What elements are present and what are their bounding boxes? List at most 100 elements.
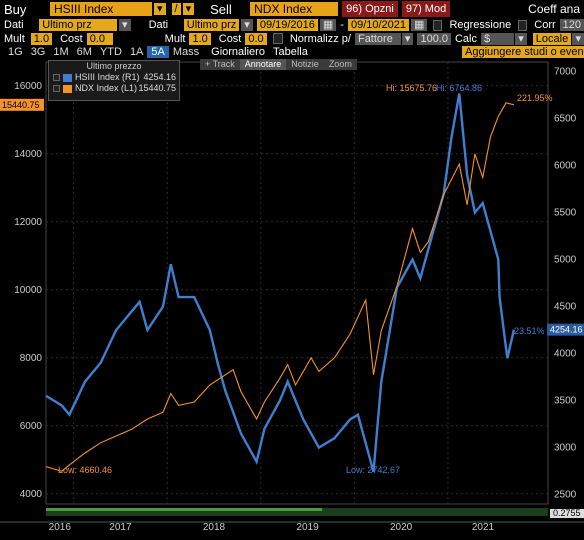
period-mass[interactable]: Mass [172, 45, 200, 58]
calc-label: Calc [454, 32, 477, 45]
divide-operator[interactable]: / [171, 3, 181, 15]
corr-checkbox[interactable] [518, 19, 528, 31]
legend-value-hsiii: 4254.16 [143, 72, 176, 82]
x-tick-label: 2020 [390, 522, 413, 533]
dati2-dropdown[interactable]: ▾ [241, 19, 253, 31]
fattore-select[interactable]: Fattore [354, 32, 401, 45]
annotation-tool-0[interactable]: + Track [205, 59, 235, 69]
ticker1-dropdown[interactable]: ▾ [154, 3, 166, 15]
legend-name-hsiii: HSIII Index (R1) [75, 72, 140, 82]
x-tick-label: 2021 [472, 522, 495, 533]
main-toolbar: Buy HSIII Index ▾ / ▾ Sell NDX Index 96)… [0, 0, 584, 18]
x-tick-label: 2016 [49, 522, 72, 533]
ticker2-input[interactable]: NDX Index [250, 2, 339, 16]
legend-expand-icon[interactable] [53, 74, 60, 81]
legend-value-ndx: 15440.75 [138, 83, 176, 93]
cost1-input[interactable]: 0.0 [86, 32, 113, 45]
regressione-label: Regressione [449, 19, 512, 31]
normalizz-checkbox[interactable] [272, 33, 283, 44]
mult1-input[interactable]: 1.0 [30, 32, 53, 45]
cost1-label: Cost [60, 32, 83, 45]
options-menu[interactable]: 96) Opzni [342, 1, 398, 17]
ndx-hi-label: Hi: 15675.76 [386, 83, 437, 93]
legend-header: Ultimo prezzo [86, 61, 142, 71]
legend-item-ndx[interactable]: NDX Index (L1) 15440.75 [49, 83, 179, 94]
dati1-label: Dati [4, 19, 24, 31]
sub-panel-fill [46, 508, 323, 511]
hsiii-pct-label: 23.51% [514, 326, 545, 336]
cost2-input[interactable]: 0.0 [245, 32, 267, 45]
annotation-tool-3[interactable]: Zoom [328, 59, 352, 69]
period-5a[interactable]: 5A [147, 45, 169, 58]
locale-dropdown[interactable]: ▾ [572, 32, 584, 45]
ndx-low-label: Low: 4660.46 [58, 465, 112, 475]
ndx-pct-label: 221.95% [517, 93, 553, 103]
left-tick-label: 16000 [14, 81, 42, 92]
left-tick-label: 4000 [20, 489, 43, 500]
end-date-input[interactable]: 09/10/2021 [347, 19, 410, 31]
legend-expand-icon[interactable] [53, 85, 60, 92]
cost2-label: Cost [218, 32, 242, 45]
left-tick-label: 10000 [14, 285, 42, 296]
right-tick-label: 3500 [554, 396, 577, 407]
period-ytd[interactable]: YTD [99, 45, 122, 58]
start-calendar-icon[interactable]: ▦ [319, 19, 337, 31]
fattore-dropdown[interactable]: ▾ [401, 32, 414, 45]
regressione-checkbox[interactable] [433, 19, 443, 31]
mult2-input[interactable]: 1.0 [189, 32, 211, 45]
period-buttons: 1G 3G 1M 6M YTD 1A 5A Mass [4, 45, 203, 58]
calc-select[interactable]: $ [481, 32, 515, 45]
right-tick-label: 3000 [554, 443, 577, 454]
period-1a[interactable]: 1A [129, 45, 144, 58]
data-row: Dati Ultimo prz ▾ Dati Ultimo prz ▾ 09/1… [0, 18, 584, 32]
corr-label: Corr [534, 19, 556, 31]
period-1m[interactable]: 1M [53, 45, 69, 58]
end-calendar-icon[interactable]: ▦ [411, 19, 428, 31]
left-price-flag [0, 98, 44, 111]
dati1-dropdown[interactable]: ▾ [119, 19, 131, 31]
legend-item-hsiii[interactable]: HSIII Index (R1) 4254.16 [49, 72, 179, 83]
giornaliero-select[interactable]: Giornaliero [211, 45, 265, 58]
right-price-flag-text: 4254.16 [550, 325, 583, 335]
x-tick-label: 2018 [203, 522, 226, 533]
buy-label[interactable]: Buy [4, 1, 27, 17]
x-tick-label: 2017 [109, 522, 132, 533]
annotation-tool-1[interactable]: Annotare [239, 59, 287, 70]
bottom-flag [550, 509, 584, 518]
annotation-tool-2[interactable]: Notizie [291, 59, 319, 69]
period-row: 1G 3G 1M 6M YTD 1A 5A Mass Giornaliero Tabella … [0, 45, 584, 58]
series-line-hsiii-index[interactable] [45, 93, 516, 473]
multiplier-row: Mult 1.0 Cost 0.0 Mult 1.0 Cost 0.0 Norm… [0, 32, 584, 45]
x-tick-label: 2019 [296, 522, 319, 533]
calc-dropdown[interactable]: ▾ [515, 32, 527, 45]
sub-panel-band [46, 508, 548, 516]
period-3g[interactable]: 3G [30, 45, 46, 58]
right-tick-label: 6500 [554, 113, 577, 124]
mult2-label: Mult [164, 32, 186, 45]
locale-select[interactable]: Locale [532, 32, 572, 45]
comparison-chart[interactable]: 4000 6000 8000 10000 12000 14000 16000 2500 3000… [0, 58, 584, 540]
date-separator: - [340, 19, 344, 31]
sell-label[interactable]: Sell [210, 1, 232, 17]
hsiii-hi-label: Hi: 6764.86 [436, 83, 482, 93]
annotation-toolbar: + Track Annotare Notizie Zoom [200, 59, 357, 70]
hsiii-low-label: Low: 2742.67 [346, 465, 400, 475]
dati1-select[interactable]: Ultimo prz [39, 19, 118, 31]
right-tick-label: 5500 [554, 207, 577, 218]
ticker1-input[interactable]: HSIII Index [50, 2, 152, 16]
left-tick-label: 12000 [14, 217, 42, 228]
mod-menu[interactable]: 97) Mod [401, 1, 451, 17]
start-date-input[interactable]: 09/19/2016 [256, 19, 318, 31]
corr-input[interactable]: 120 [559, 19, 584, 31]
period-6m[interactable]: 6M [76, 45, 92, 58]
left-price-flag-text: 15440.75 [2, 100, 40, 110]
tabella-button[interactable]: Tabella [272, 45, 308, 58]
plot-area [45, 61, 549, 505]
add-studies-input[interactable]: Aggiungere studi o even [462, 45, 584, 58]
right-tick-label: 5000 [554, 254, 577, 265]
dati2-select[interactable]: Ultimo prz [183, 19, 240, 31]
period-1g[interactable]: 1G [8, 45, 23, 58]
operator-dropdown[interactable]: ▾ [182, 3, 195, 15]
norm-value-input[interactable]: 100.0 [417, 32, 451, 45]
coeff-label[interactable]: Coeff ana [528, 2, 580, 16]
